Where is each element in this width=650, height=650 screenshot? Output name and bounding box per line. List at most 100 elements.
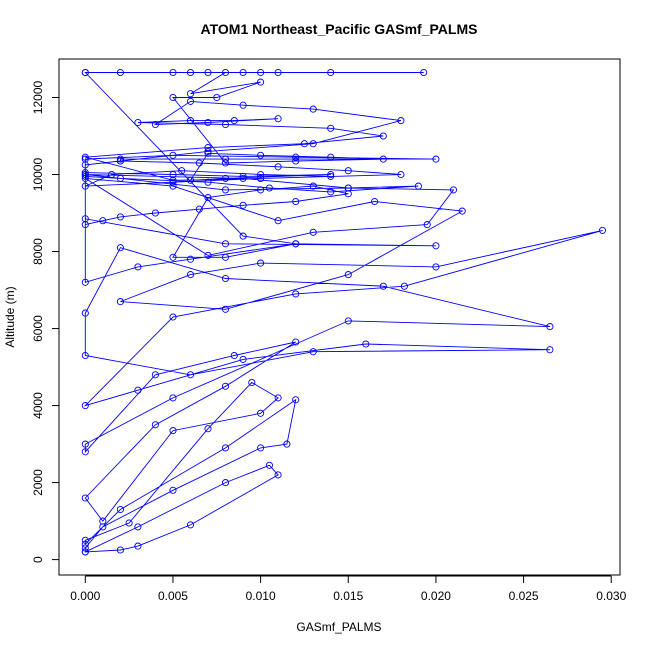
data-point <box>449 186 458 194</box>
data-point <box>309 228 317 236</box>
data-point <box>400 282 408 290</box>
y-tick-label: 8000 <box>31 238 45 265</box>
data-point <box>379 132 387 140</box>
data-point <box>327 124 335 132</box>
data-point <box>195 159 203 167</box>
data-point <box>327 68 335 77</box>
y-tick-label: 4000 <box>31 392 45 419</box>
data-point <box>204 149 212 157</box>
data-point <box>274 163 282 171</box>
data-point <box>81 170 89 179</box>
data-point <box>292 153 300 161</box>
data-point <box>116 546 124 554</box>
x-tick-label: 0.015 <box>333 589 363 603</box>
data-point <box>81 548 89 556</box>
data-point <box>397 170 405 179</box>
x-tick-label: 0.010 <box>246 589 276 603</box>
data-point <box>414 182 422 190</box>
data-point <box>221 444 230 452</box>
data-point <box>81 278 89 286</box>
data-point <box>292 338 300 346</box>
data-point <box>169 427 177 435</box>
data-point <box>81 153 89 161</box>
x-tick-label: 0.005 <box>158 589 188 603</box>
data-point <box>186 68 195 77</box>
data-point <box>344 167 352 175</box>
data-point <box>186 90 195 98</box>
data-point <box>99 517 107 525</box>
data-point <box>81 169 89 177</box>
data-point <box>362 340 370 348</box>
data-point <box>257 186 265 194</box>
data-point <box>169 151 177 159</box>
data-point <box>81 536 89 544</box>
data-point <box>81 221 89 229</box>
data-point <box>186 521 195 529</box>
data-point <box>274 471 282 479</box>
data-point <box>257 68 265 77</box>
data-point <box>125 519 133 527</box>
data-point <box>108 170 116 179</box>
data-point <box>397 117 405 125</box>
data-point <box>598 226 607 234</box>
data-point <box>186 176 195 184</box>
data-point <box>186 271 195 279</box>
data-point <box>432 263 440 271</box>
data-point <box>204 194 212 202</box>
data-point <box>230 351 238 360</box>
data-point <box>204 178 212 186</box>
data-point <box>309 105 317 113</box>
data-point <box>169 253 177 261</box>
data-point <box>134 542 142 550</box>
data-point <box>230 117 238 125</box>
data-point <box>204 118 212 127</box>
data-point <box>169 486 177 494</box>
data-point <box>81 161 89 169</box>
data-point <box>239 101 247 109</box>
x-tick-label: 0.025 <box>509 589 539 603</box>
data-point <box>221 305 230 313</box>
data-point <box>151 421 159 429</box>
data-point <box>81 448 89 456</box>
data-point <box>116 68 124 77</box>
data-point <box>116 174 124 182</box>
data-point <box>257 259 265 267</box>
data-point <box>423 221 431 229</box>
data-point <box>134 118 142 127</box>
data-point <box>344 190 352 198</box>
x-tick-label: 0.030 <box>596 589 626 603</box>
data-point <box>265 184 273 192</box>
data-point <box>186 255 195 263</box>
data-point <box>257 444 265 452</box>
data-point <box>204 251 212 259</box>
data-point <box>327 172 335 180</box>
data-point <box>300 140 308 148</box>
data-point <box>309 140 317 148</box>
data-point <box>151 371 159 379</box>
data-point <box>204 68 212 77</box>
data-point <box>432 155 440 163</box>
data-point <box>221 68 230 77</box>
data-point <box>186 371 195 379</box>
data-point <box>327 153 335 161</box>
data-point <box>186 117 195 125</box>
data-point <box>221 155 230 163</box>
data-point <box>81 351 89 360</box>
data-point <box>546 323 554 331</box>
x-axis: 0.000 0.005 0.010 0.015 0.020 0.025 0.030 <box>70 575 627 603</box>
data-point <box>292 197 300 206</box>
data-point <box>81 68 89 77</box>
data-point <box>239 355 247 363</box>
data-point <box>204 147 212 155</box>
data-point <box>116 244 124 252</box>
data-point <box>257 78 265 86</box>
data-point <box>81 440 89 448</box>
data-point <box>81 540 89 548</box>
data-point <box>204 425 212 433</box>
data-point <box>239 232 247 240</box>
data-point <box>274 217 282 225</box>
data-point <box>221 479 230 487</box>
y-tick-label: 0 <box>31 556 45 563</box>
data-point <box>221 240 230 248</box>
data-point <box>81 402 89 410</box>
